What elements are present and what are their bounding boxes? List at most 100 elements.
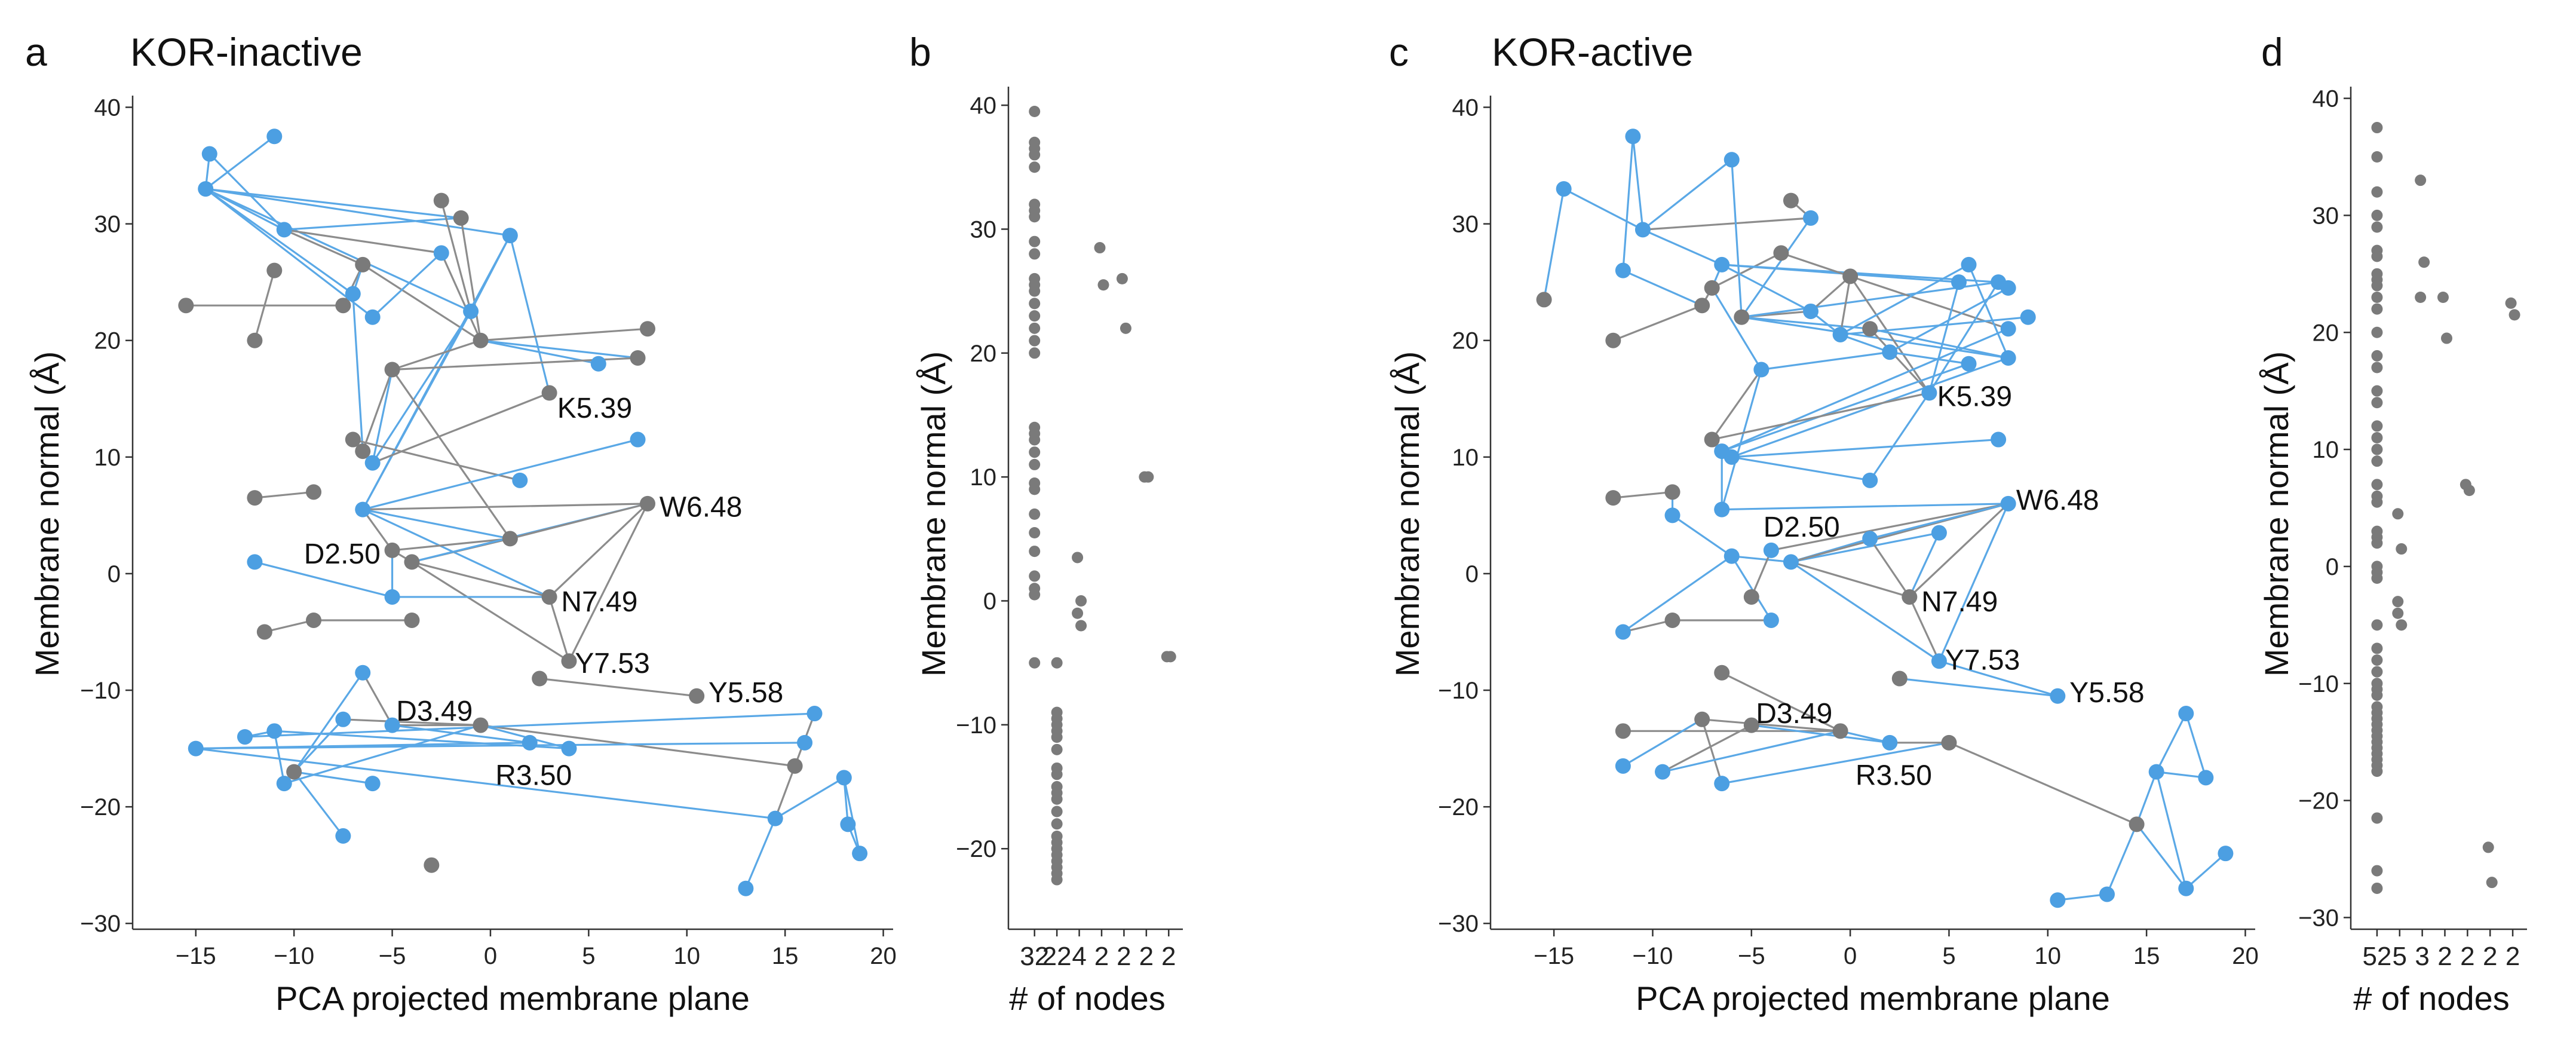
panel-c-node [2050, 688, 2066, 704]
panel-a-residue-label: W6.48 [660, 492, 743, 523]
panel-a-title: KOR-inactive [130, 30, 363, 74]
panel-a-node [512, 472, 528, 488]
panel-c-edge [1711, 252, 1782, 289]
panel-c-edge [2136, 771, 2158, 825]
panel-a-node [345, 286, 361, 302]
panel-a-node [532, 670, 548, 687]
panel-a-x-tick-label: 15 [772, 943, 799, 969]
panel-c-node [1773, 245, 1789, 261]
panel-c-edge [2136, 823, 2187, 889]
panel-d-count-label: 5 [2393, 942, 2407, 971]
panel-a-edge [284, 228, 441, 254]
panel-d-point [2371, 303, 2383, 315]
panel-a-node [433, 192, 449, 209]
panel-a-nodes [178, 128, 868, 896]
panel-c-residue-label: D2.50 [1764, 512, 1840, 543]
panel-a-edge [460, 218, 482, 341]
panel-a-edges [186, 136, 861, 889]
panel-a-node [541, 385, 557, 401]
panel-b-count-label: 2 [1117, 942, 1131, 971]
panel-a-node [266, 262, 283, 278]
panel-a-residue-label: D2.50 [304, 538, 381, 570]
panel-c-node [1862, 472, 1878, 488]
panel-b-point [1029, 322, 1041, 334]
panel-a-node [237, 729, 253, 745]
panel-a-node [384, 362, 400, 378]
panel-a-node [256, 624, 272, 640]
panel-c-y-tick-label: −30 [1438, 911, 1479, 937]
panel-d-y-label: Membrane normal (Å) [2258, 351, 2295, 677]
panel-a-edge [392, 537, 510, 552]
panel-a-node [630, 431, 646, 448]
panel-c-node [2000, 350, 2016, 366]
panel-a-x-ticks: −15 −10 −5 0 5 10 15 20 [176, 929, 897, 969]
panel-a-x-tick-label: −10 [274, 943, 314, 969]
panel-b-y-tick-label: 20 [970, 341, 997, 367]
panel-d-point [2371, 572, 2383, 584]
panel-b-point [1029, 526, 1041, 538]
panel-d-y-tick-label: −10 [2298, 671, 2339, 697]
panel-a-node [806, 706, 823, 722]
panel-b-point [1029, 508, 1041, 520]
panel-c-scatter: c KOR-active K5.39 W6.48 D2.50 N7.49 Y7.53 Y5… [1388, 30, 2259, 1017]
panel-b-point [1051, 874, 1063, 886]
panel-a-edge [392, 724, 530, 744]
panel-a-edge [440, 252, 482, 341]
panel-c-edge [1623, 619, 1673, 633]
panel-c-edge [2057, 893, 2108, 901]
panel-c-edge [1761, 351, 1890, 371]
panel-d-point [2371, 350, 2383, 362]
panel-b-point [1029, 589, 1041, 601]
panel-d-point [2371, 619, 2383, 631]
panel-a-edge [195, 742, 530, 750]
panel-c-y-tick-label: −20 [1438, 794, 1479, 820]
panel-a-node [188, 740, 204, 757]
panel-d-y-tick-label: 10 [2313, 437, 2339, 463]
panel-a-node [590, 356, 606, 372]
panel-a-node [276, 222, 292, 238]
panel-c-node [1951, 274, 1967, 290]
panel-a-edge [372, 392, 550, 464]
panel-a-y-tick-label: 30 [94, 212, 121, 238]
panel-d-y-tick-label: 30 [2313, 203, 2339, 229]
panel-c-x-tick-label: 15 [2133, 943, 2160, 969]
panel-c-node [1724, 152, 1740, 168]
panel-a-edge [539, 677, 697, 697]
panel-a-node [364, 776, 381, 792]
panel-d-point [2371, 292, 2383, 303]
panel-a-node [355, 665, 371, 681]
panel-a-y-label: Membrane normal (Å) [28, 351, 66, 677]
panel-a-node [502, 531, 518, 547]
panel-c-residue-label: W6.48 [2016, 485, 2099, 516]
panel-d-point [2371, 420, 2383, 432]
panel-a-x-tick-label: 5 [582, 943, 595, 969]
panel-c-node [2129, 816, 2145, 832]
panel-a-edge [244, 712, 815, 738]
panel-a-y-tick-label: −20 [80, 794, 121, 820]
panel-a-y-tick-label: 10 [94, 445, 121, 471]
panel-c-node [1615, 758, 1631, 774]
panel-c-edge [2156, 771, 2206, 779]
panel-c-node [2000, 280, 2016, 296]
panel-d-point [2486, 877, 2498, 889]
panel-a-edge [293, 771, 344, 837]
panel-c-edge [1840, 730, 1890, 744]
panel-a-letter: a [25, 30, 47, 74]
panel-c-edge [1721, 264, 1811, 313]
panel-b-point [1051, 806, 1063, 817]
panel-c-node [2000, 495, 2016, 512]
panel-a-node [384, 542, 400, 558]
panel-d-point [2508, 309, 2520, 321]
panel-a-x-tick-label: 20 [870, 943, 897, 969]
panel-d-point [2371, 882, 2383, 894]
panel-d-point [2415, 292, 2427, 303]
panel-b-point [1029, 458, 1041, 470]
panel-d-point [2371, 443, 2383, 455]
panel-d-letter: d [2261, 30, 2283, 74]
panel-c-node [1763, 542, 1779, 558]
panel-c-title: KOR-active [1492, 30, 1693, 74]
panel-a-x-tick-label: −5 [379, 943, 406, 969]
panel-a-node [355, 443, 371, 460]
